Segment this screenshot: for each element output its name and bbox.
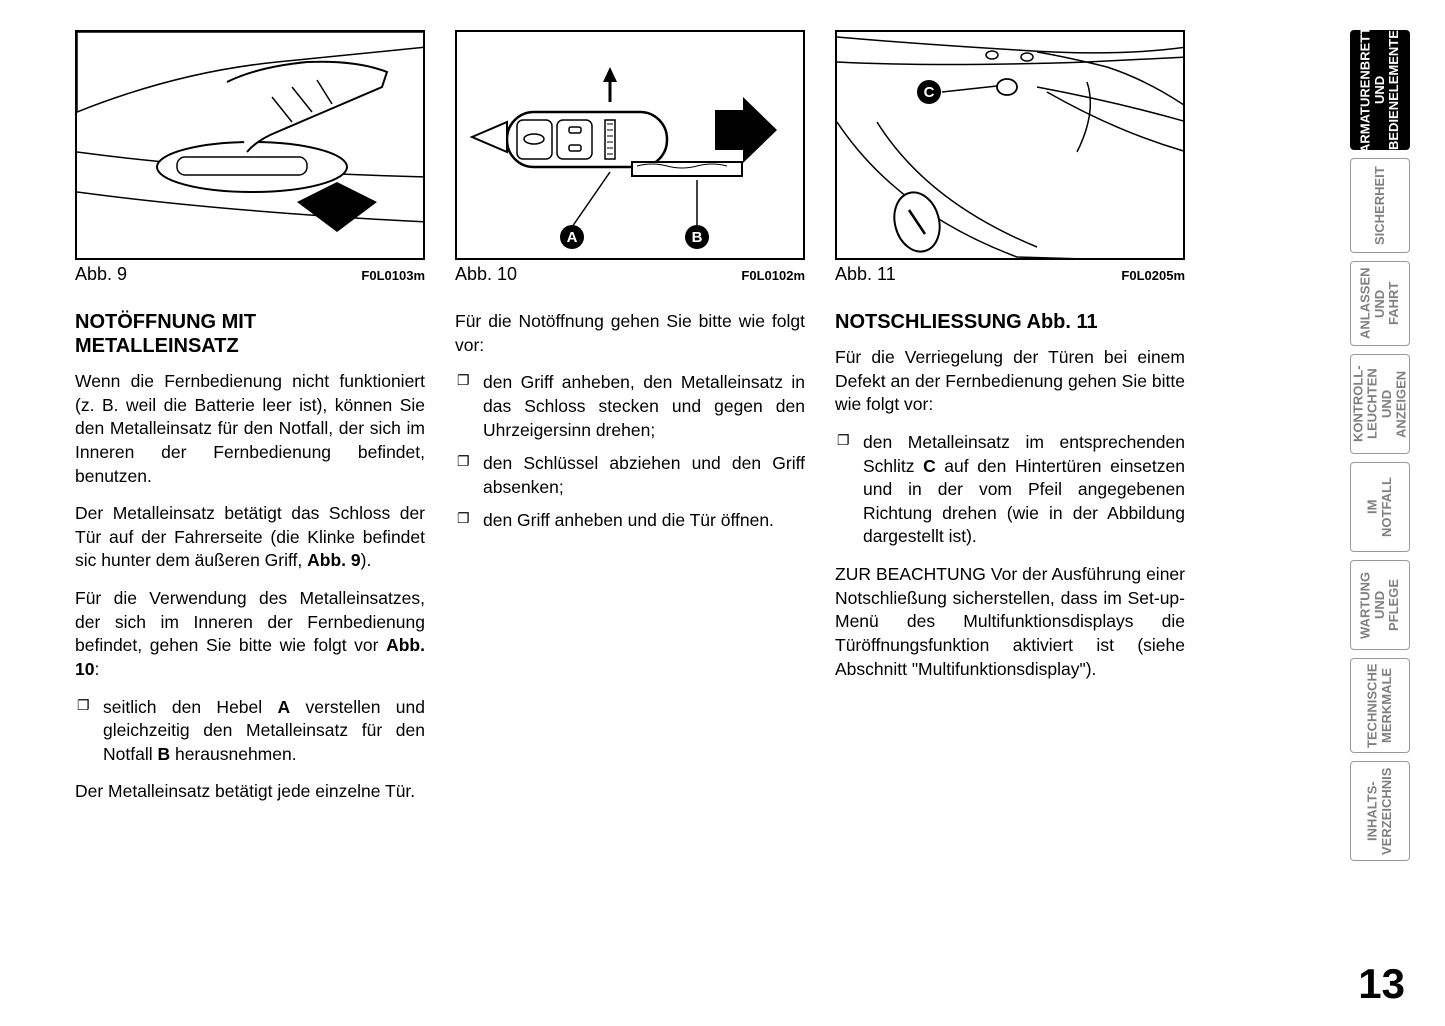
column-1: Abb. 9 F0L0103m NOTÖFFNUNG MIT METALLEIN… [75, 30, 425, 818]
figure-9-label: Abb. 9 [75, 264, 127, 285]
figure-11-illustration [837, 32, 1185, 260]
heading-notoeffnung: NOTÖFFNUNG MIT METALLEINSATZ [75, 310, 425, 358]
figure-11-label: Abb. 11 [835, 264, 896, 285]
heading-notschliessung: NOTSCHLIESSUNG Abb. 11 [835, 310, 1185, 334]
col3-para-1: Für die Verriegelung der Türen bei einem… [835, 346, 1185, 417]
column-2: A B Abb. 10 F0L0102m Für die Notöffnung … [455, 30, 805, 818]
section-tabs: ARMATURENBRETT UND BEDIENELEMENTE SICHER… [1350, 30, 1410, 861]
manual-page: Abb. 9 F0L0103m NOTÖFFNUNG MIT METALLEIN… [75, 30, 1185, 990]
tab-armaturenbrett[interactable]: ARMATURENBRETT UND BEDIENELEMENTE [1350, 30, 1410, 150]
tab-inhaltsverzeichnis[interactable]: INHALTS-VERZEICHNIS [1350, 761, 1410, 861]
figure-11-caption: Abb. 11 F0L0205m [835, 264, 1185, 285]
tab-wartung[interactable]: WARTUNG UND PFLEGE [1350, 560, 1410, 650]
col2-list-item-3: den Griff anheben und die Tür öffnen. [455, 509, 805, 533]
col1-list-item-1: seitlich den Hebel A verstellen und glei… [75, 696, 425, 767]
figure-9-code: F0L0103m [361, 268, 425, 283]
col2-list-item-2: den Schlüssel abziehen und den Griff abs… [455, 452, 805, 499]
col3-list: den Metalleinsatz im entsprechenden Schl… [835, 431, 1185, 549]
col2-para-1: Für die Notöffnung gehen Sie bitte wie f… [455, 310, 805, 357]
figure-10: A B [455, 30, 805, 260]
col2-list: den Griff anheben, den Metalleinsatz in … [455, 371, 805, 533]
tab-technische[interactable]: TECHNISCHE MERKMALE [1350, 658, 1410, 753]
figure-9 [75, 30, 425, 260]
column-3: C Abb. 11 F0L0205m NOTSCHLIESSUNG Abb. 1… [835, 30, 1185, 818]
figure-10-label: Abb. 10 [455, 264, 517, 285]
col2-list-item-1: den Griff anheben, den Metalleinsatz in … [455, 371, 805, 442]
column-2-text: Für die Notöffnung gehen Sie bitte wie f… [455, 310, 805, 533]
figure-9-illustration [77, 32, 425, 260]
column-3-text: NOTSCHLIESSUNG Abb. 11 Für die Verriegel… [835, 310, 1185, 681]
marker-b: B [685, 225, 709, 249]
col1-para-1: Wenn die Fernbedienung nicht funktionier… [75, 370, 425, 488]
tab-anlassen[interactable]: ANLASSEN UND FAHRT [1350, 261, 1410, 346]
col3-para-2: ZUR BEACHTUNG Vor der Ausführung einer N… [835, 563, 1185, 681]
col1-para-4: Der Metalleinsatz betätigt jede einzelne… [75, 780, 425, 804]
content-columns: Abb. 9 F0L0103m NOTÖFFNUNG MIT METALLEIN… [75, 30, 1185, 818]
figure-10-caption: Abb. 10 F0L0102m [455, 264, 805, 285]
col3-list-item-1: den Metalleinsatz im entsprechenden Schl… [835, 431, 1185, 549]
column-1-text: NOTÖFFNUNG MIT METALLEINSATZ Wenn die Fe… [75, 310, 425, 804]
figure-10-illustration [457, 32, 805, 260]
marker-a: A [560, 225, 584, 249]
tab-kontrollleuchten[interactable]: KONTROLL-LEUCHTEN UND ANZEIGEN [1350, 354, 1410, 454]
col1-para-2: Der Metalleinsatz betätigt das Schloss d… [75, 502, 425, 573]
tab-notfall[interactable]: IM NOTFALL [1350, 462, 1410, 552]
col1-list: seitlich den Hebel A verstellen und glei… [75, 696, 425, 767]
figure-11-code: F0L0205m [1121, 268, 1185, 283]
figure-9-caption: Abb. 9 F0L0103m [75, 264, 425, 285]
marker-c: C [917, 80, 941, 104]
tab-sicherheit[interactable]: SICHERHEIT [1350, 158, 1410, 253]
figure-11: C [835, 30, 1185, 260]
figure-10-code: F0L0102m [741, 268, 805, 283]
col1-para-3: Für die Verwendung des Metalleinsatzes, … [75, 587, 425, 682]
page-number: 13 [1358, 960, 1405, 1008]
